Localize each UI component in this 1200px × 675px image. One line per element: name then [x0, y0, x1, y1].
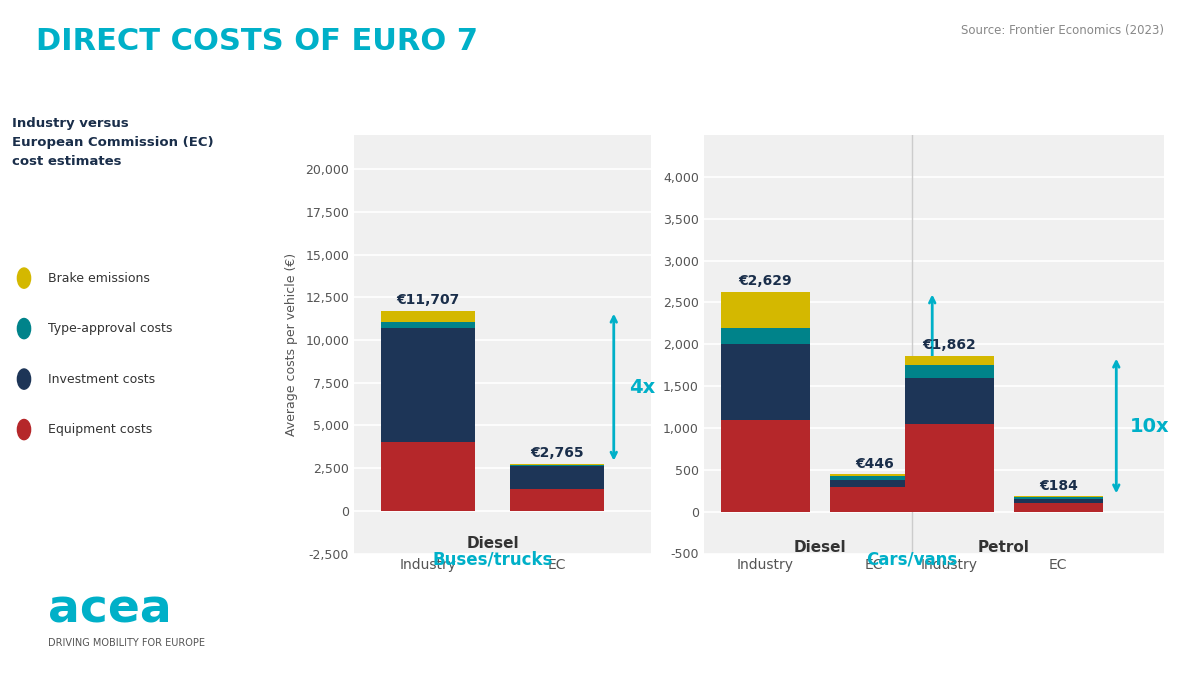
Bar	[721, 327, 810, 344]
Bar	[1014, 504, 1103, 512]
Bar	[510, 489, 604, 511]
Text: Type-approval costs: Type-approval costs	[48, 322, 173, 335]
Text: €1,862: €1,862	[923, 338, 976, 352]
Bar	[1014, 496, 1103, 497]
Bar	[830, 476, 918, 480]
Bar	[382, 322, 475, 328]
Bar	[721, 420, 810, 512]
Text: €446: €446	[854, 457, 894, 471]
Text: DIRECT COSTS OF EURO 7: DIRECT COSTS OF EURO 7	[36, 27, 478, 56]
Text: €2,765: €2,765	[530, 446, 583, 460]
Text: Equipment costs: Equipment costs	[48, 423, 152, 436]
Bar	[905, 356, 994, 365]
Y-axis label: Average costs per vehicle (€): Average costs per vehicle (€)	[286, 252, 299, 436]
Circle shape	[17, 369, 31, 389]
Text: €2,629: €2,629	[738, 274, 792, 288]
Text: acea: acea	[48, 587, 172, 632]
Circle shape	[17, 268, 31, 288]
Text: Source: Frontier Economics (2023): Source: Frontier Economics (2023)	[961, 24, 1164, 36]
Circle shape	[17, 319, 31, 339]
Text: 10x: 10x	[1130, 416, 1170, 435]
Text: €11,707: €11,707	[396, 293, 460, 307]
Text: 5x: 5x	[946, 373, 972, 392]
Text: €184: €184	[1039, 479, 1078, 493]
Bar	[382, 328, 475, 443]
Bar	[382, 310, 475, 322]
Bar	[382, 443, 475, 511]
Text: DRIVING MOBILITY FOR EUROPE: DRIVING MOBILITY FOR EUROPE	[48, 638, 205, 648]
Text: Diesel: Diesel	[467, 537, 518, 551]
Bar	[905, 365, 994, 378]
Bar	[1014, 499, 1103, 504]
Text: Brake emissions: Brake emissions	[48, 271, 150, 285]
Bar	[510, 464, 604, 466]
Bar	[510, 466, 604, 489]
Text: Cars/vans: Cars/vans	[866, 551, 958, 569]
Text: Buses/trucks: Buses/trucks	[432, 550, 553, 568]
Text: Industry versus
European Commission (EC)
cost estimates: Industry versus European Commission (EC)…	[12, 117, 214, 169]
Bar	[905, 424, 994, 512]
Bar	[1014, 497, 1103, 499]
Text: Diesel: Diesel	[793, 540, 846, 555]
Bar	[721, 344, 810, 420]
Bar	[830, 475, 918, 476]
Text: 4x: 4x	[629, 378, 655, 397]
Text: Petrol: Petrol	[978, 540, 1030, 555]
Bar	[905, 378, 994, 424]
Text: Investment costs: Investment costs	[48, 373, 155, 385]
Circle shape	[17, 419, 31, 439]
Bar	[830, 487, 918, 512]
Bar	[830, 480, 918, 487]
Bar	[721, 292, 810, 327]
